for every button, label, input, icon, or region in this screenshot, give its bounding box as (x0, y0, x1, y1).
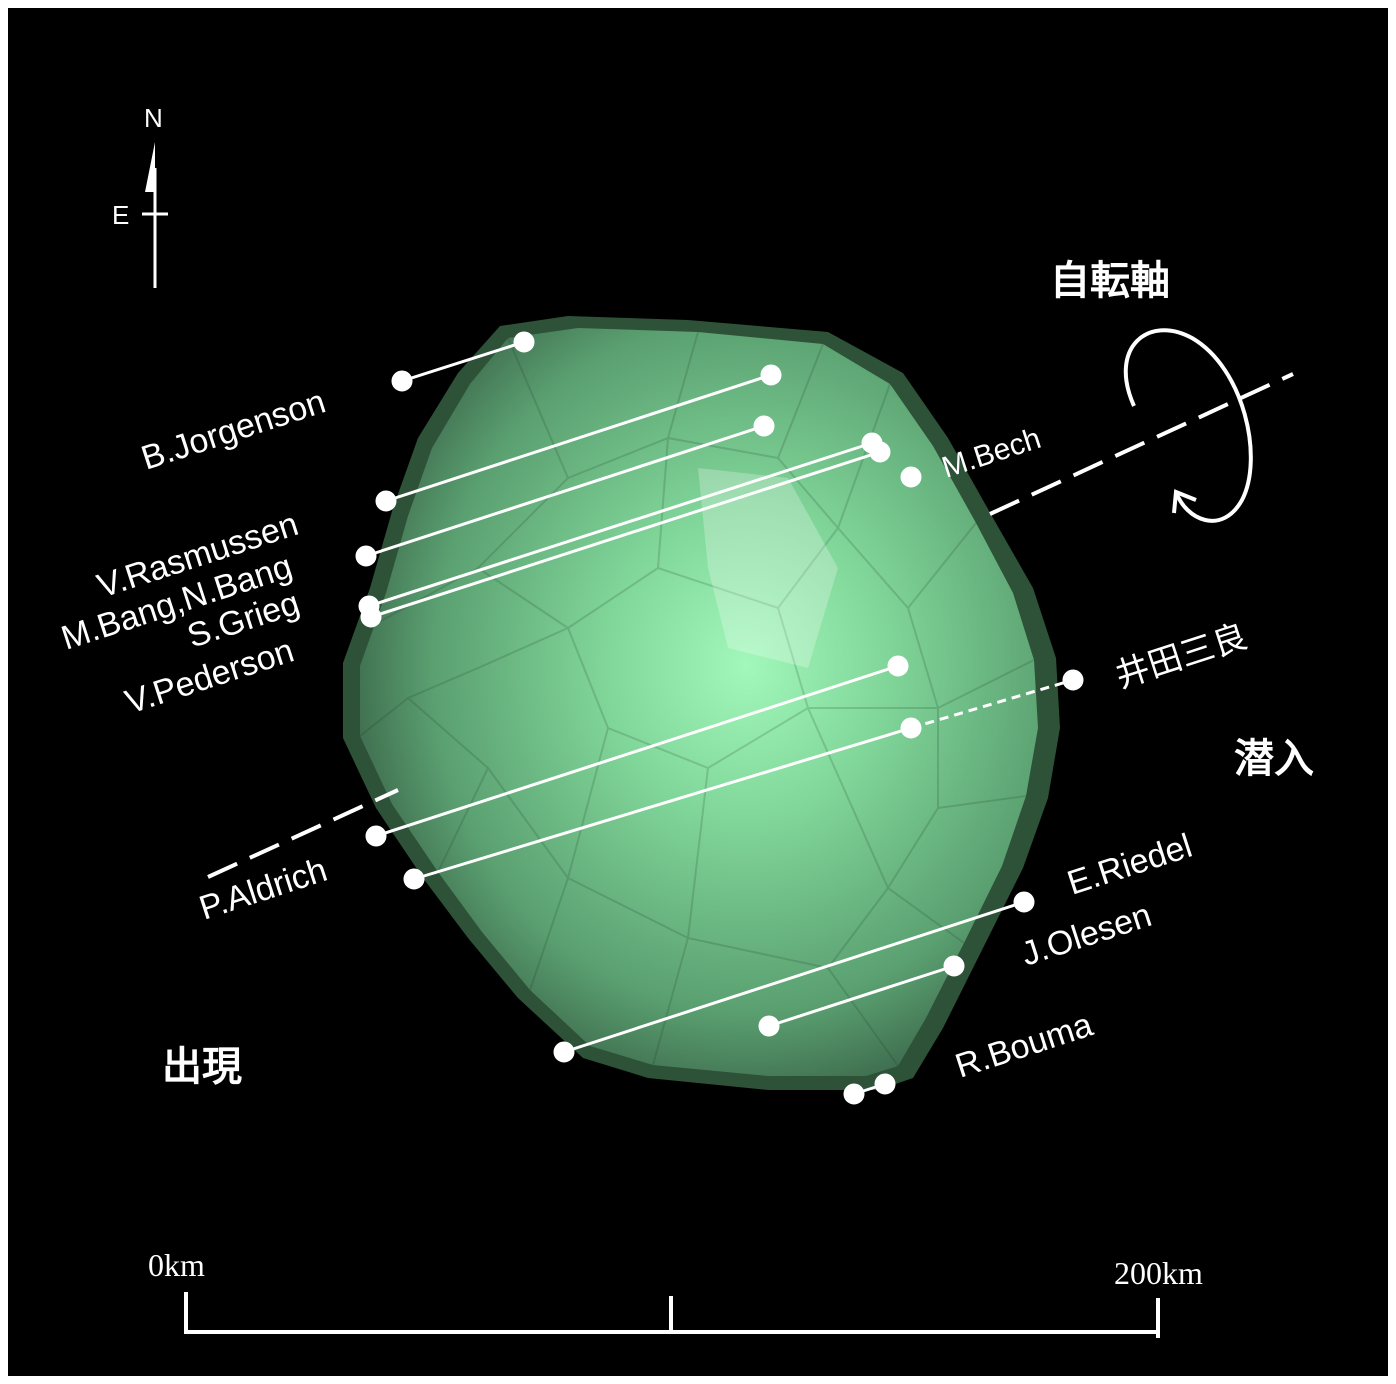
scale-bar (184, 1292, 1160, 1338)
label-m-bech: M.Bech (938, 422, 1045, 485)
label-b-jorgenson: B.Jorgenson (137, 382, 330, 477)
label-p-aldrich: P.Aldrich (195, 851, 332, 928)
chord-s-grieg (368, 441, 873, 608)
asteroid-shape (343, 316, 1060, 1090)
label-j-olesen: J.Olesen (1017, 896, 1156, 974)
label-e-riedel: E.Riedel (1063, 827, 1197, 903)
chord-ida-solid (413, 726, 912, 881)
label-r-bouma: R.Bouma (951, 1006, 1098, 1086)
compass: N E (112, 103, 168, 288)
diagram-canvas: 自転軸 N E B.Jorgenson (57, 103, 1314, 1338)
chord-p-aldrich (375, 664, 899, 838)
chord-e-riedel (563, 900, 1025, 1054)
chord-m-bang (365, 424, 765, 558)
chords (355, 331, 1084, 1105)
label-ida-sanryo: 井田三良 (1110, 616, 1252, 696)
rotation-arrow-icon (1123, 328, 1253, 523)
reappearance-label: 出現 (162, 1044, 242, 1090)
rotation-axis (207, 372, 1294, 879)
chord-j-olesen (768, 964, 955, 1028)
chord-ida-dashed (910, 678, 1074, 730)
disappearance-label: 潜入 (1234, 736, 1314, 782)
compass-east-label: E (112, 200, 129, 230)
compass-north-label: N (144, 103, 163, 133)
north-arrow-icon (145, 142, 155, 192)
scale-end-label: 200km (1114, 1255, 1203, 1291)
occultation-diagram: 自転軸 N E B.Jorgenson (8, 8, 1388, 1376)
chord-b-jorgenson (401, 340, 525, 383)
shape-facets (359, 331, 1035, 1067)
chord-v-rasmussen (385, 373, 772, 503)
rotation-axis-label: 自転軸 (1050, 258, 1170, 304)
m-bech-point (900, 466, 922, 488)
chord-v-pederson (370, 450, 881, 619)
scale-start-label: 0km (148, 1247, 205, 1283)
